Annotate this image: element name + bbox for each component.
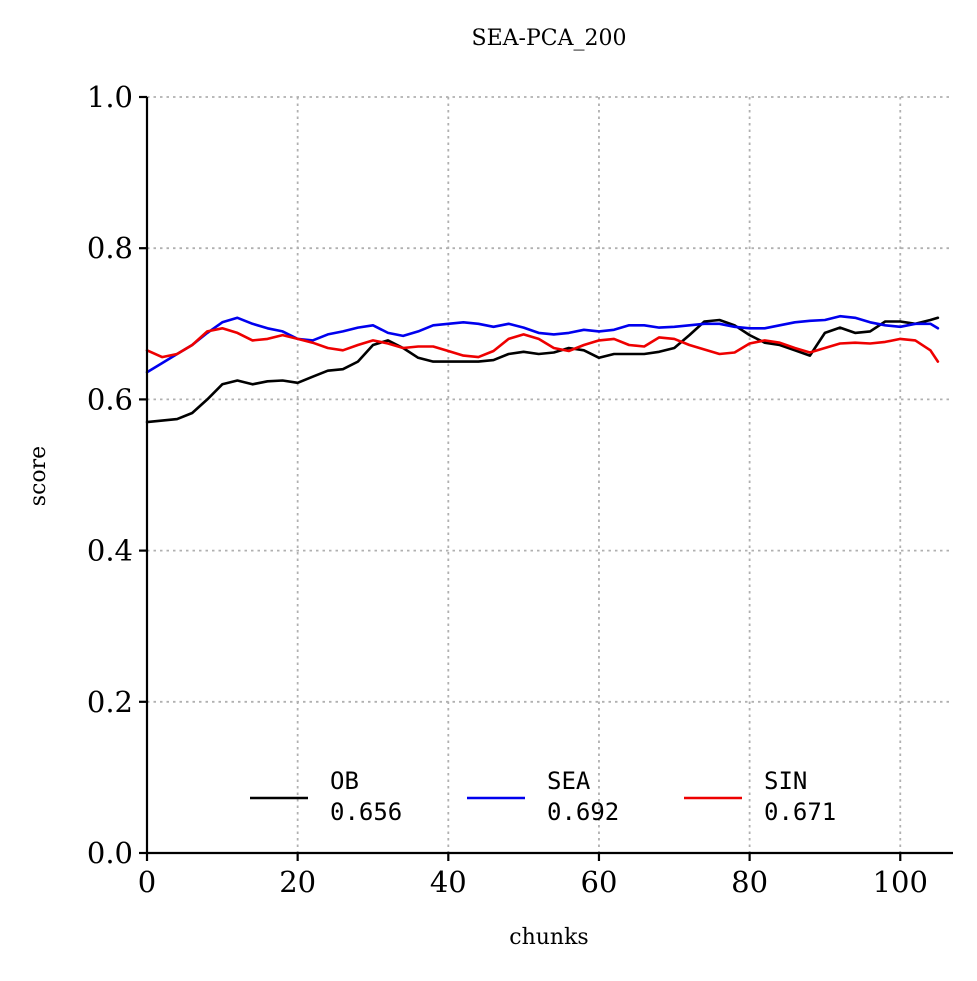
legend-item-sea: SEA 0.692 [467, 767, 619, 826]
grid-layer [147, 96, 953, 853]
legend-value: 0.671 [764, 798, 836, 826]
y-tick-label: 1.0 [87, 80, 133, 114]
legend-item-sin: SIN 0.671 [684, 767, 836, 826]
x-tick-label: 0 [138, 865, 156, 899]
legend-label: SIN [764, 767, 807, 795]
legend: OB 0.656 SEA 0.692 SIN 0.671 [250, 767, 836, 826]
y-tick-label: 0.2 [87, 685, 133, 719]
x-tick-label: 100 [873, 865, 928, 899]
y-tick-label: 0.0 [87, 836, 133, 870]
x-tick-label: 60 [581, 865, 618, 899]
legend-value: 0.656 [330, 798, 402, 826]
series-layer [145, 314, 940, 424]
chart-title: SEA-PCA_200 [472, 26, 627, 51]
x-tick-label: 40 [430, 865, 467, 899]
legend-label: OB [330, 767, 359, 795]
x-tick-label: 80 [731, 865, 768, 899]
y-tick-label: 0.4 [87, 534, 133, 568]
y-tick-label: 0.6 [87, 382, 133, 416]
axes-layer [145, 97, 953, 855]
series-line-sea [145, 314, 940, 374]
x-axis-label: chunks [509, 925, 588, 950]
legend-value: 0.692 [547, 798, 619, 826]
ticks-layer: 0 20 40 60 80 100 0.0 0.2 0.4 0.6 0.8 1.0 [87, 80, 928, 899]
y-axis-label: score [26, 446, 51, 506]
legend-item-ob: OB 0.656 [250, 767, 402, 826]
x-tick-label: 20 [279, 865, 316, 899]
series-line-sin [145, 326, 940, 363]
legend-label: SEA [547, 767, 591, 795]
y-tick-label: 0.8 [87, 231, 133, 265]
